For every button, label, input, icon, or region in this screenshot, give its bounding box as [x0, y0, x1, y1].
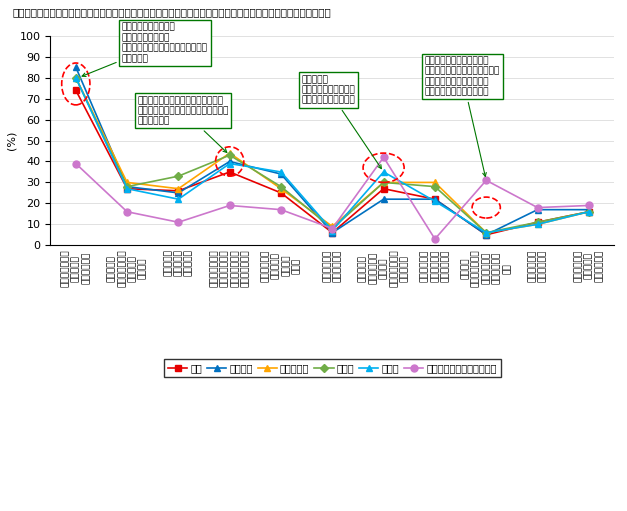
高齢層（ネット未利用者） — [534, 204, 541, 211]
Text: 高齢層のネット未利用者は
「使い勝手がよい端末の開発」
が多く、「地域内のヘルプ
デスク機能」も比較的多い: 高齢層のネット未利用者は 「使い勝手がよい端末の開発」 が多く、「地域内のヘルプ… — [424, 56, 500, 176]
高齢層 — [431, 198, 439, 204]
全体 — [431, 196, 439, 202]
高齢層 — [72, 75, 80, 81]
高齢層（ネット未利用者） — [72, 160, 80, 167]
全体 — [226, 169, 233, 175]
高齢層（ネット未利用者） — [226, 202, 233, 208]
単身層 — [72, 75, 80, 81]
高齢層 — [226, 160, 233, 167]
高齢層（ネット未利用者） — [380, 154, 387, 160]
ひとり親層 — [329, 223, 336, 229]
全体 — [72, 87, 80, 94]
高齢層 — [277, 169, 285, 175]
単身層 — [585, 208, 593, 215]
高齢層（ネット未利用者） — [277, 206, 285, 213]
高齢層（ネット未利用者） — [175, 219, 182, 225]
単身層 — [482, 229, 490, 236]
全体 — [482, 231, 490, 238]
Text: 高齢層では
「使い勝手がよい端末
の開発」が比較的多い: 高齢層では 「使い勝手がよい端末 の開発」が比較的多い — [302, 75, 381, 169]
全体 — [124, 185, 131, 192]
単身層 — [124, 183, 131, 190]
全体 — [329, 229, 336, 236]
高齢層（ネット未利用者） — [124, 208, 131, 215]
全体 — [277, 190, 285, 196]
高齢層 — [329, 227, 336, 234]
高齢層（ネット未利用者） — [482, 177, 490, 183]
低所得層 — [175, 190, 182, 196]
低所得層 — [226, 158, 233, 165]
Line: 単身層: 単身層 — [73, 75, 592, 236]
低所得層 — [585, 206, 593, 213]
低所得層 — [277, 171, 285, 177]
単身層 — [380, 179, 387, 185]
全体 — [380, 185, 387, 192]
単身層 — [431, 183, 439, 190]
全体 — [534, 219, 541, 225]
全体 — [175, 188, 182, 194]
単身層 — [226, 152, 233, 158]
高齢層 — [482, 229, 490, 236]
高齢層 — [585, 208, 593, 215]
低所得層 — [482, 231, 490, 238]
高齢層（ネット未利用者） — [585, 202, 593, 208]
ひとり親層 — [482, 229, 490, 236]
単身層 — [534, 219, 541, 225]
ひとり親層 — [431, 179, 439, 185]
単身層 — [329, 225, 336, 231]
Line: 全体: 全体 — [72, 87, 593, 238]
低所得層 — [72, 64, 80, 70]
Line: 高齢層（ネット未利用者）: 高齢層（ネット未利用者） — [72, 154, 593, 242]
高齢層 — [175, 196, 182, 202]
低所得層 — [534, 206, 541, 213]
単身層 — [175, 173, 182, 179]
低所得層 — [431, 196, 439, 202]
Legend: 全体, 低所得層, ひとり親層, 単身層, 高齢層, 高齢層（ネット未利用者）: 全体, 低所得層, ひとり親層, 単身層, 高齢層, 高齢層（ネット未利用者） — [164, 359, 500, 377]
高齢層（ネット未利用者） — [431, 236, 439, 242]
単身層 — [277, 183, 285, 190]
高齢層 — [534, 221, 541, 227]
ひとり親層 — [534, 221, 541, 227]
Y-axis label: (%): (%) — [7, 131, 17, 150]
高齢層 — [380, 169, 387, 175]
ひとり親層 — [585, 208, 593, 215]
低所得層 — [124, 183, 131, 190]
低所得層 — [329, 229, 336, 236]
高齢層 — [124, 185, 131, 192]
Text: 低所得層、ひとり親層、単身層では
「ネット接続料金の負担支援制度」が
２番目に多い: 低所得層、ひとり親層、単身層では 「ネット接続料金の負担支援制度」が ２番目に多… — [137, 96, 229, 152]
Text: ネット未利用者以外の
対象全セグメントで
「ネット接続料金の一層の値下げ」
が最も多い: ネット未利用者以外の 対象全セグメントで 「ネット接続料金の一層の値下げ」 が最… — [82, 22, 208, 77]
低所得層 — [380, 196, 387, 202]
ひとり親層 — [226, 150, 233, 156]
Line: 高齢層: 高齢層 — [72, 74, 593, 236]
ひとり親層 — [380, 179, 387, 185]
ひとり親層 — [175, 185, 182, 192]
ひとり親層 — [277, 185, 285, 192]
Text: 「インターネット接続料金の一層の値下げ」が最も多いが、高齢層は「使い勝手がよい端末の開発」も比較的多い: 「インターネット接続料金の一層の値下げ」が最も多いが、高齢層は「使い勝手がよい端… — [13, 8, 331, 18]
ひとり親層 — [124, 179, 131, 185]
Line: ひとり親層: ひとり親層 — [72, 74, 593, 236]
ひとり親層 — [72, 75, 80, 81]
全体 — [585, 208, 593, 215]
高齢層（ネット未利用者） — [329, 225, 336, 231]
Line: 低所得層: 低所得層 — [72, 64, 593, 238]
